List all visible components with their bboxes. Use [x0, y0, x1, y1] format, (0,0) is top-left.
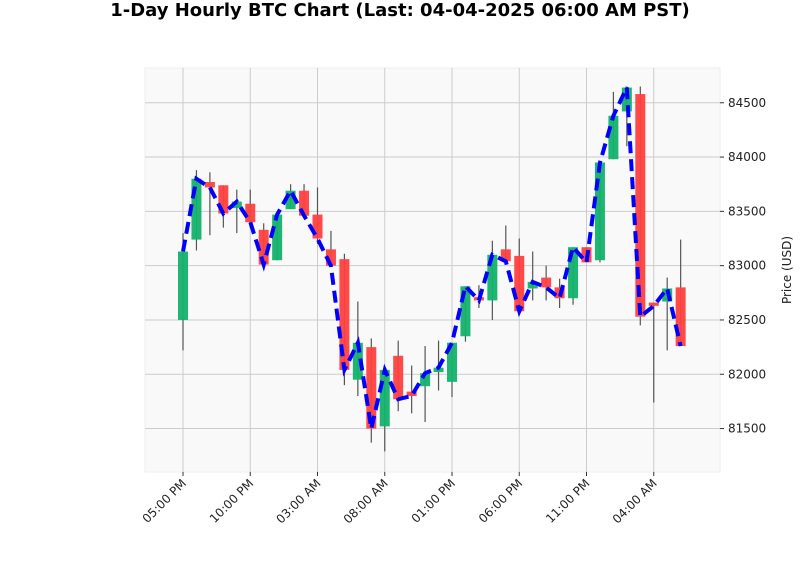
candle-body-down: [299, 190, 310, 216]
candle-body-up: [191, 178, 202, 240]
candle-0: [178, 233, 188, 351]
x-tick-label: 10:00 PM: [207, 476, 256, 525]
candle-17: [406, 365, 417, 414]
x-tick-label: 03:00 AM: [273, 476, 323, 526]
candle-body-down: [312, 214, 323, 239]
candle-31: [594, 162, 605, 263]
candle-body-up: [178, 251, 188, 320]
candle-6: [258, 223, 269, 265]
candle-body-up: [420, 373, 431, 387]
candle-27: [541, 265, 552, 301]
candle-24: [500, 225, 511, 262]
y-tick-label: 82500: [728, 313, 766, 327]
candle-body-down: [648, 302, 659, 306]
candle-3: [218, 185, 229, 228]
candle-body-up: [447, 342, 457, 382]
candle-7: [272, 214, 283, 261]
candle-body-up: [568, 247, 579, 299]
close-price-line: [181, 86, 683, 430]
candle-body-up: [285, 190, 296, 210]
candle-2: [204, 172, 215, 236]
y-tick-label: 83000: [728, 259, 766, 273]
candle-body-down: [635, 94, 646, 317]
candle-21: [460, 286, 471, 342]
candle-body-down: [393, 355, 404, 400]
candle-1: [191, 170, 202, 251]
candle-20: [447, 342, 457, 398]
x-tick-label: 05:00 PM: [140, 476, 189, 525]
candle-body-up: [527, 281, 538, 289]
candle-32: [608, 91, 619, 160]
candle-29: [568, 247, 579, 305]
candle-body-up: [621, 87, 632, 112]
candle-5: [245, 189, 256, 228]
candle-body-down: [406, 391, 417, 396]
candle-body-up: [231, 201, 242, 209]
candle-body-up: [379, 369, 390, 427]
candle-body-down: [675, 287, 686, 347]
chart-title: 1-Day Hourly BTC Chart (Last: 04-04-2025…: [110, 0, 690, 21]
candle-body-down: [258, 229, 269, 265]
candle-8: [285, 184, 296, 210]
candle-body-down: [500, 249, 511, 262]
candle-body-up: [460, 286, 471, 337]
candle-10: [312, 187, 323, 244]
x-tick-label: 06:00 PM: [476, 476, 525, 525]
candle-body-up: [433, 367, 444, 373]
y-tick-label: 83500: [728, 204, 766, 218]
candle-body-down: [339, 259, 350, 370]
candle-body-down: [204, 182, 215, 188]
candle-body-down: [245, 203, 256, 223]
candle-body-down: [541, 277, 552, 288]
candle-body-up: [352, 342, 363, 380]
candle-18: [420, 346, 431, 423]
y-axis-label: Price (USD): [780, 236, 794, 304]
candle-26: [527, 251, 538, 301]
candle-15: [379, 369, 390, 452]
x-tick-label: 04:00 AM: [610, 476, 660, 526]
candle-body-down: [366, 347, 377, 429]
y-tick-label: 81500: [728, 422, 766, 436]
y-tick-label: 82000: [728, 367, 766, 381]
x-tick-label: 08:00 AM: [341, 476, 391, 526]
y-tick-label: 84000: [728, 150, 766, 164]
candle-25: [514, 238, 525, 312]
candle-body-up: [608, 115, 619, 160]
candle-body-up: [272, 214, 283, 261]
candle-body-up: [594, 162, 605, 261]
candle-37: [675, 239, 686, 347]
candle-9: [299, 184, 310, 216]
candle-body-down: [218, 185, 229, 214]
candle-35: [648, 302, 659, 403]
x-tick-label: 01:00 PM: [409, 476, 458, 525]
candle-11: [325, 230, 336, 266]
y-tick-label: 84500: [728, 96, 766, 110]
x-tick-label: 11:00 PM: [543, 476, 592, 525]
candle-body-down: [514, 255, 525, 312]
plot-area: [144, 67, 721, 473]
candle-body-down: [325, 249, 336, 266]
candle-4: [231, 189, 242, 234]
candle-body-up: [487, 254, 498, 301]
